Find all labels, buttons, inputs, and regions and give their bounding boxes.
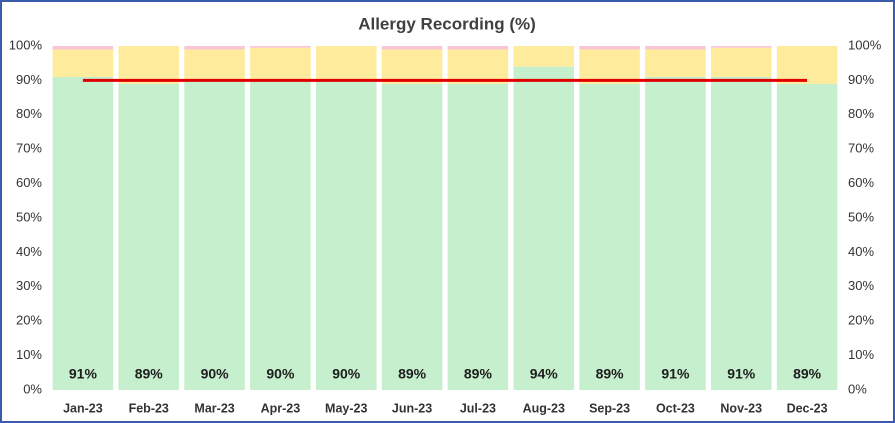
bar-segment — [381, 49, 443, 84]
bar-segment — [447, 46, 509, 50]
data-label: 89% — [464, 366, 493, 382]
data-label: 90% — [201, 366, 230, 382]
x-tick-label: May-23 — [325, 401, 367, 415]
bar-segment — [645, 76, 706, 391]
bar-segment — [579, 49, 640, 84]
y2-tick-label: 70% — [848, 141, 874, 156]
bar-segment — [710, 76, 772, 391]
data-label: 90% — [332, 366, 361, 382]
bar-segment — [52, 49, 114, 77]
y-tick-label: 80% — [16, 106, 42, 121]
bar-segment — [776, 46, 838, 84]
x-tick-label: Apr-23 — [261, 401, 301, 415]
bar-segment — [645, 49, 706, 77]
y-tick-label: 40% — [16, 244, 42, 259]
data-label: 91% — [661, 366, 690, 382]
bar-segment — [579, 46, 640, 50]
bar-segment — [513, 46, 575, 67]
y-tick-label: 0% — [23, 381, 42, 396]
y2-tick-label: 60% — [848, 175, 874, 190]
data-label: 91% — [69, 366, 98, 382]
bar-segment — [513, 66, 575, 390]
x-tick-label: Sep-23 — [589, 401, 630, 415]
data-label: 89% — [398, 366, 427, 382]
y-tick-label: 30% — [16, 278, 42, 293]
bar-segment — [184, 46, 245, 50]
bar-segment — [52, 46, 114, 50]
x-tick-label: Jun-23 — [392, 401, 432, 415]
x-tick-label: Jul-23 — [460, 401, 496, 415]
bar-segment — [118, 83, 180, 390]
data-label: 94% — [530, 366, 559, 382]
y-tick-label: 90% — [16, 72, 42, 87]
bar-segment — [776, 83, 838, 390]
y-tick-label: 50% — [16, 209, 42, 224]
bar-segment — [315, 46, 377, 81]
y2-tick-label: 80% — [848, 106, 874, 121]
bar-segment — [250, 47, 311, 81]
bar-segment — [645, 46, 706, 50]
bar-segment — [447, 49, 509, 84]
y2-tick-label: 20% — [848, 313, 874, 328]
bar-segment — [381, 83, 443, 390]
bar-segment — [710, 47, 772, 77]
bar-segment — [184, 49, 245, 81]
y-tick-label: 70% — [16, 141, 42, 156]
chart-title: Allergy Recording (%) — [358, 14, 536, 33]
x-tick-label: Jan-23 — [63, 401, 103, 415]
y2-tick-label: 30% — [848, 278, 874, 293]
x-tick-label: Feb-23 — [129, 401, 169, 415]
y2-tick-label: 50% — [848, 209, 874, 224]
x-tick-label: Dec-23 — [787, 401, 828, 415]
data-label: 89% — [135, 366, 164, 382]
y-tick-label: 100% — [9, 37, 43, 52]
y-tick-label: 60% — [16, 175, 42, 190]
data-label: 90% — [266, 366, 295, 382]
bar-segment — [184, 80, 245, 391]
x-tick-label: Oct-23 — [656, 401, 695, 415]
bar-segment — [250, 80, 311, 391]
y-tick-label: 10% — [16, 347, 42, 362]
data-label: 91% — [727, 366, 756, 382]
y2-tick-label: 40% — [848, 244, 874, 259]
x-tick-label: Aug-23 — [523, 401, 565, 415]
data-label: 89% — [793, 366, 822, 382]
y-tick-label: 20% — [16, 313, 42, 328]
bar-segment — [710, 46, 772, 48]
bar-segment — [52, 76, 114, 391]
bar-segment — [381, 46, 443, 50]
bar-segment — [250, 46, 311, 48]
y2-tick-label: 0% — [848, 381, 867, 396]
bar-segment — [315, 80, 377, 391]
x-tick-label: Mar-23 — [194, 401, 234, 415]
x-tick-label: Nov-23 — [720, 401, 762, 415]
y2-tick-label: 10% — [848, 347, 874, 362]
y2-tick-label: 100% — [848, 37, 882, 52]
data-label: 89% — [596, 366, 625, 382]
bar-segment — [579, 83, 640, 390]
bar-segment — [118, 46, 180, 84]
y2-tick-label: 90% — [848, 72, 874, 87]
bar-segment — [447, 83, 509, 390]
